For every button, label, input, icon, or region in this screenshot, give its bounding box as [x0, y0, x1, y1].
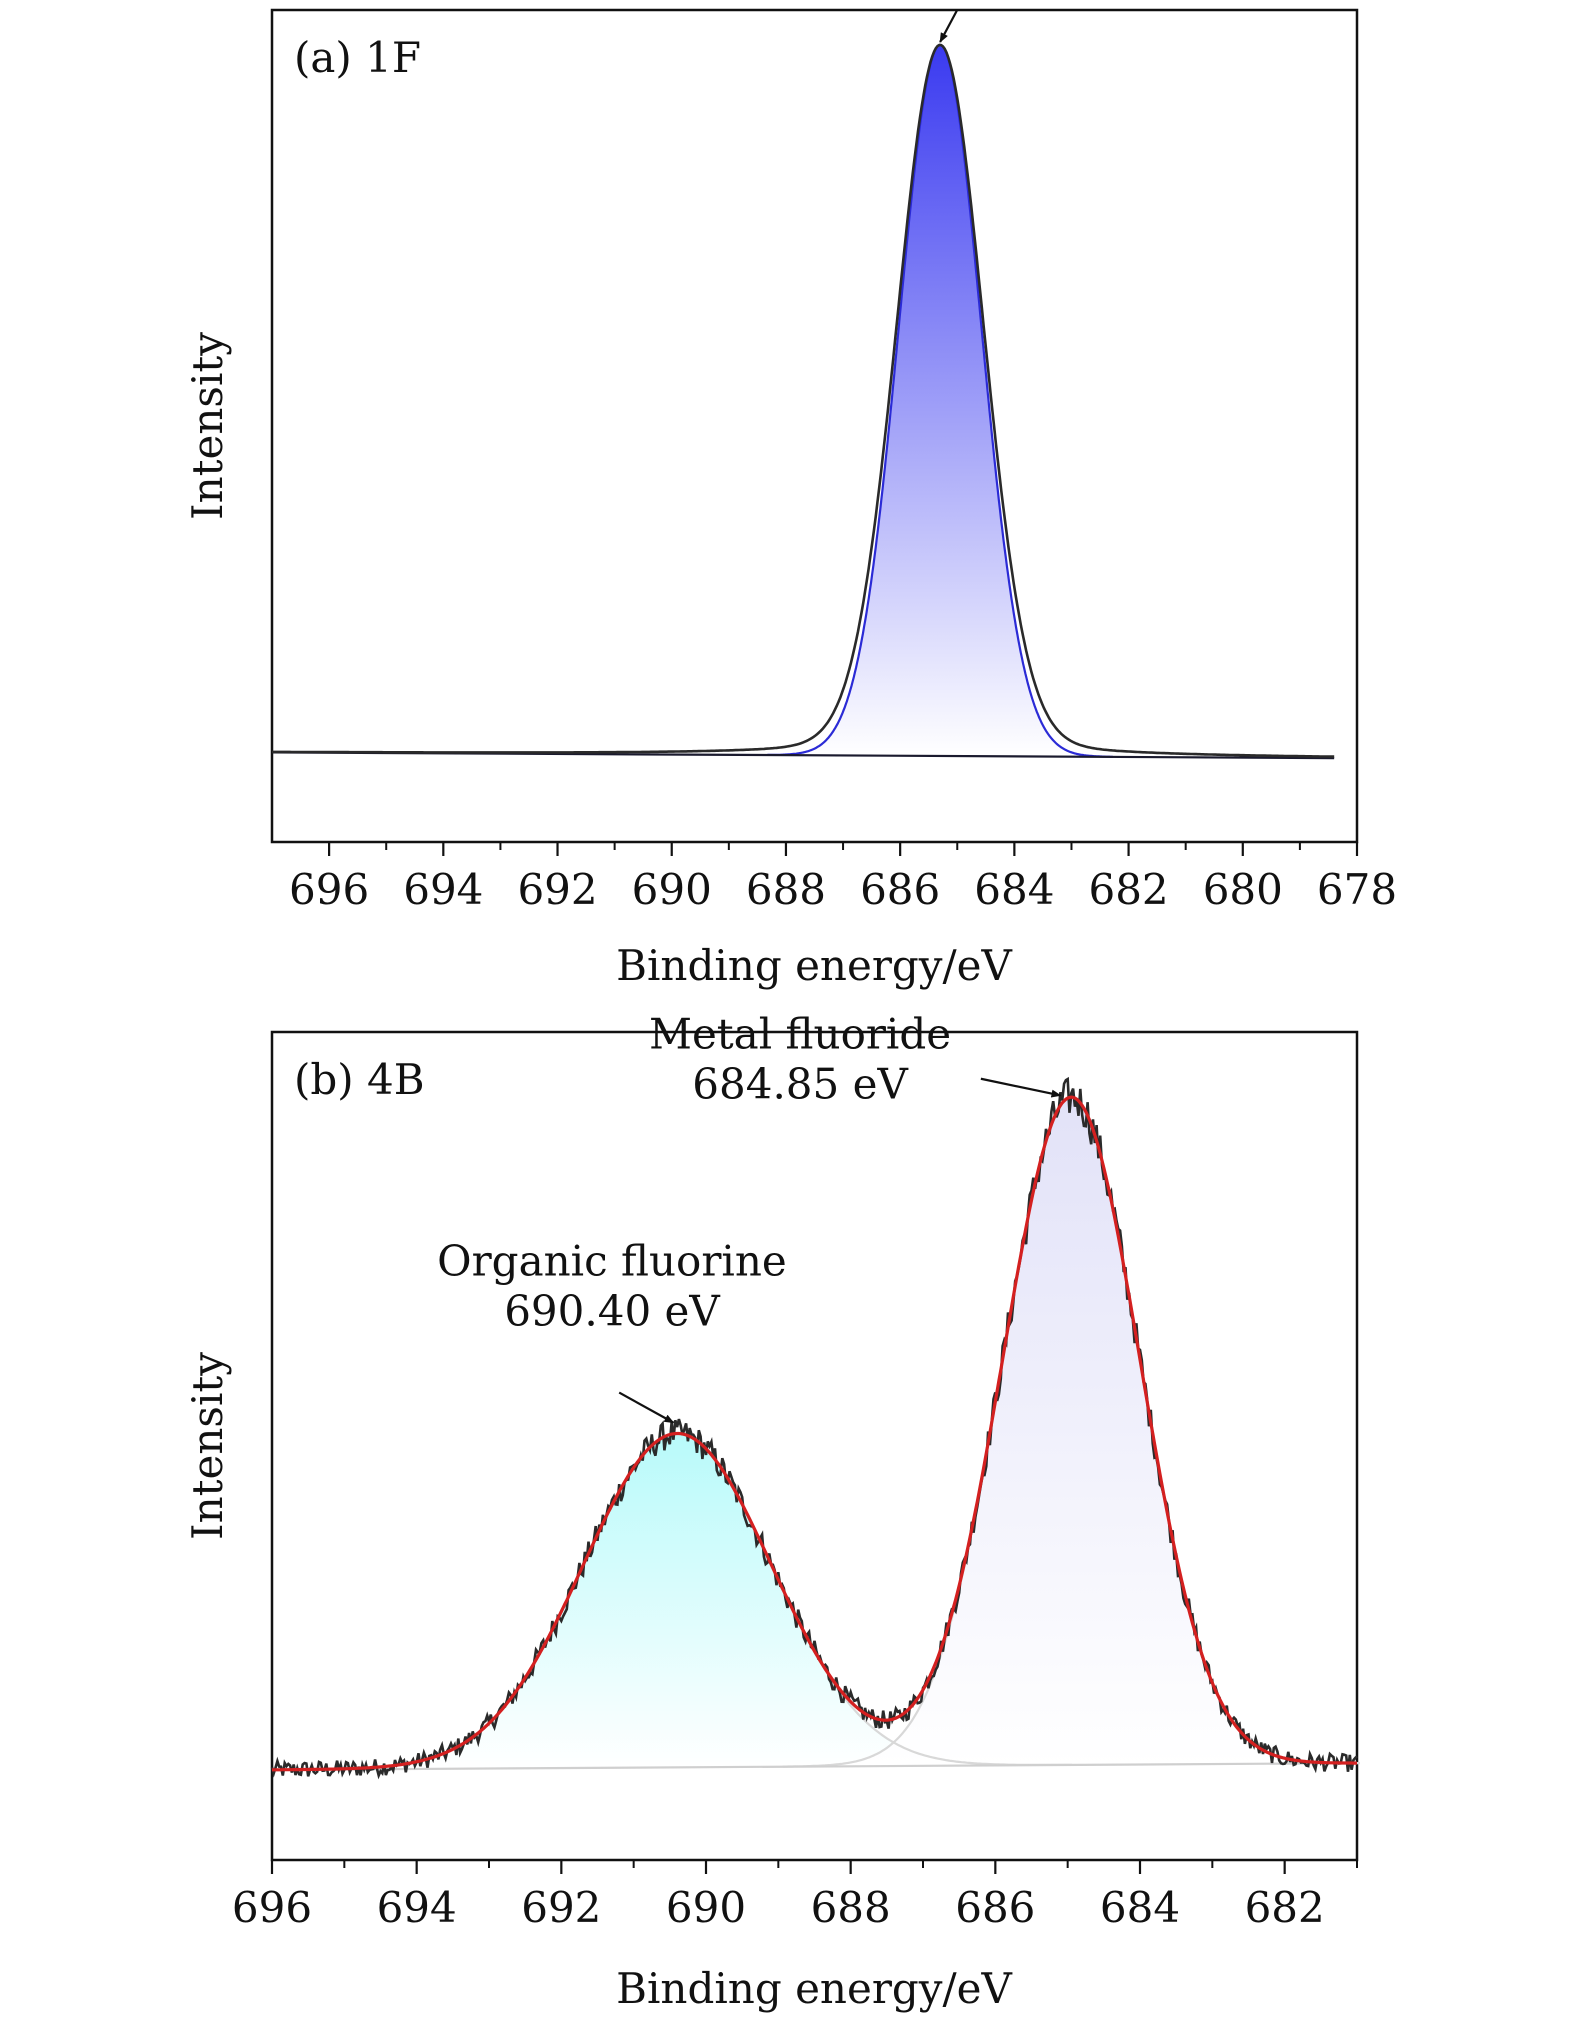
x-tick-label: 692 [521, 1883, 601, 1932]
x-tick-label: 678 [1317, 865, 1397, 914]
component-fill-1 [767, 44, 1113, 757]
x-tick-label: 682 [1245, 1883, 1325, 1932]
panel-a-1F: 696 694 692 690 688 686 684 682 680 678 684.88 eV… [183, 0, 1397, 990]
x-tick-label: 696 [232, 1883, 312, 1932]
annotation-arrow [618, 1391, 675, 1424]
annotation-value: 690.40 eV [504, 1287, 720, 1336]
x-tick-label: 692 [517, 865, 597, 914]
x-tick-label: 686 [860, 865, 940, 914]
measured-spectrum-line [272, 43, 1335, 758]
x-tick-label: 684 [974, 865, 1054, 914]
x-tick-label: 686 [955, 1883, 1035, 1932]
x-tick-label: 690 [632, 865, 712, 914]
fit-envelope-line [272, 1095, 1357, 1772]
annotation-label: 684.88 eV [770, 0, 986, 6]
panel-b-x-axis-label: Binding energy/eV [616, 1964, 1012, 2013]
x-tick-label: 688 [746, 865, 826, 914]
panel-b-plot-frame [270, 1030, 1359, 1862]
x-tick-label: 696 [289, 865, 369, 914]
x-tick-label: 694 [403, 865, 483, 914]
annotation-label: Organic fluorine [437, 1237, 787, 1286]
panel-a-plot-frame [270, 8, 1359, 844]
panel-a-y-axis-label: Intensity [183, 332, 232, 520]
x-tick-label: 690 [666, 1883, 746, 1932]
x-tick-label: 688 [811, 1883, 891, 1932]
panel-a-label: (a) 1F [294, 33, 421, 82]
baseline-line [271, 1762, 1358, 1771]
x-tick-label: 684 [1100, 1883, 1180, 1932]
annotation-arrow [939, 9, 959, 43]
annotation-value: 684.85 eV [692, 1060, 908, 1109]
annotation-label: Metal fluoride [649, 1010, 951, 1059]
x-tick-label: 680 [1203, 865, 1283, 914]
annotation-arrow [980, 1077, 1062, 1098]
panel-b-y-axis-label: Intensity [183, 1352, 232, 1540]
x-tick-label: 694 [377, 1883, 457, 1932]
component-fill-1 [282, 1433, 1073, 1770]
panel-a-x-axis-label: Binding energy/eV [616, 941, 1012, 990]
panel-b-4B: 696 694 692 690 688 686 684 682 Metal fluoride6… [183, 1010, 1360, 2013]
panel-b-label: (b) 4B [294, 1055, 425, 1104]
x-tick-label: 682 [1088, 865, 1168, 914]
component-fill-2 [782, 1097, 1360, 1767]
